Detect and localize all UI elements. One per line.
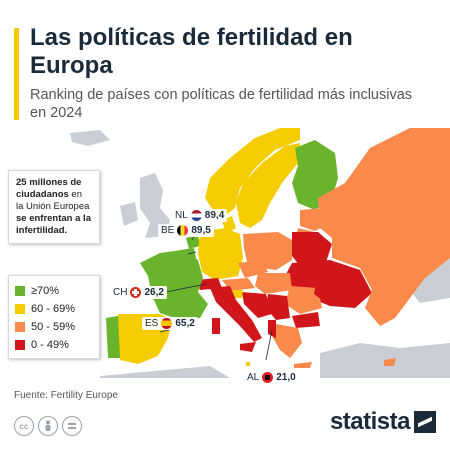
country-malta (246, 362, 250, 366)
country-albania (268, 320, 276, 338)
legend-swatch-orange (15, 322, 25, 332)
legend-swatch-red (15, 340, 25, 350)
country-russia (318, 128, 450, 326)
infertility-callout: 25 millones de ciudadanos en la Unión Eu… (8, 170, 100, 244)
license-icons: cc (14, 416, 82, 436)
equal-icon[interactable] (62, 416, 82, 436)
spain-flag-icon (161, 318, 173, 329)
callout-text-bold-3: se enfrentan a la infertilidad. (16, 213, 91, 236)
leader-line-be (187, 251, 197, 255)
page-title: Las políticas de fertilidad en Europa (30, 24, 353, 79)
netherlands-flag-icon (190, 210, 202, 221)
belgium-flag-icon (177, 225, 189, 236)
country-portugal (106, 316, 120, 358)
label-value-es: 65,2 (175, 318, 195, 329)
europe-map: NL 89,4 BE 89,5 CH 26,2 ES 65,2 AL 21,0 (0, 128, 450, 384)
country-serbia (266, 294, 290, 320)
country-romania (285, 286, 322, 314)
person-icon[interactable] (38, 416, 58, 436)
label-value-al: 21,0 (276, 372, 296, 383)
map-background-ireland (120, 202, 138, 226)
country-sweden (236, 143, 300, 228)
label-spain: ES 65,2 (142, 317, 198, 330)
country-switzerland (196, 278, 222, 290)
country-netherlands (186, 234, 200, 249)
label-code-ch: CH (113, 287, 128, 298)
legend-swatch-yellow (15, 304, 25, 314)
albania-flag-icon (262, 372, 274, 383)
statista-mark-icon (414, 411, 436, 433)
switzerland-flag-icon (130, 287, 142, 298)
cc-icon[interactable]: cc (14, 416, 34, 436)
country-slovakia-hungary (255, 273, 292, 294)
country-crete (294, 362, 312, 368)
country-poland (243, 232, 292, 270)
country-germany (198, 228, 243, 280)
country-greece (272, 324, 302, 358)
label-code-nl: NL (175, 210, 188, 221)
map-legend: ≥70% 60 - 69% 50 - 59% 0 - 49% (8, 275, 100, 359)
legend-label-70plus: ≥70% (31, 285, 60, 297)
legend-item-70plus: ≥70% (15, 282, 93, 300)
country-sicily (240, 342, 256, 352)
leader-line-al (265, 329, 273, 361)
legend-item-0-49: 0 - 49% (15, 336, 93, 354)
legend-label-0-49: 0 - 49% (31, 339, 69, 351)
label-code-es: ES (145, 318, 159, 329)
country-croatia-bosnia (242, 292, 272, 318)
label-value-be: 89,5 (191, 225, 211, 236)
label-value-nl: 89,4 (204, 210, 225, 221)
country-italy (210, 286, 262, 342)
legend-item-50-59: 50 - 59% (15, 318, 93, 336)
brand-text: statista (329, 408, 411, 435)
label-albania: AL 21,0 (244, 371, 299, 384)
label-value-ch: 26,2 (144, 287, 164, 298)
callout-text-bold-1: 25 millones de ciudadanos (16, 177, 82, 200)
country-norway (205, 128, 300, 218)
statista-logo[interactable]: statista (330, 408, 436, 436)
country-slovenia (232, 290, 243, 298)
label-code-be: BE (161, 225, 175, 236)
legend-item-60-69: 60 - 69% (15, 300, 93, 318)
country-france (140, 250, 208, 320)
legend-label-60-69: 60 - 69% (31, 303, 76, 315)
map-background-africa (100, 366, 230, 378)
map-background-iceland (70, 130, 110, 146)
country-cyprus (384, 358, 396, 366)
country-finland (292, 140, 338, 210)
legend-label-50-59: 50 - 59% (31, 321, 76, 333)
legend-swatch-green (15, 286, 25, 296)
leader-line-ch (165, 283, 207, 293)
country-bulgaria (292, 312, 320, 328)
label-code-al: AL (247, 372, 260, 383)
label-belgium: BE 89,5 (158, 224, 214, 237)
page-subtitle: Ranking de países con políticas de ferti… (30, 87, 413, 121)
country-belarus (292, 232, 332, 266)
label-switzerland: CH 26,2 (110, 286, 167, 299)
callout-text-2: en la Unión Europea (16, 189, 90, 212)
map-background-uk (140, 173, 170, 238)
country-sardinia (212, 318, 220, 334)
label-netherlands: NL 89,4 (172, 209, 228, 222)
country-moldova (314, 283, 326, 300)
map-svg (70, 128, 450, 378)
source-text: Fuente: Fertility Europe (14, 390, 118, 401)
accent-bar (14, 28, 19, 120)
